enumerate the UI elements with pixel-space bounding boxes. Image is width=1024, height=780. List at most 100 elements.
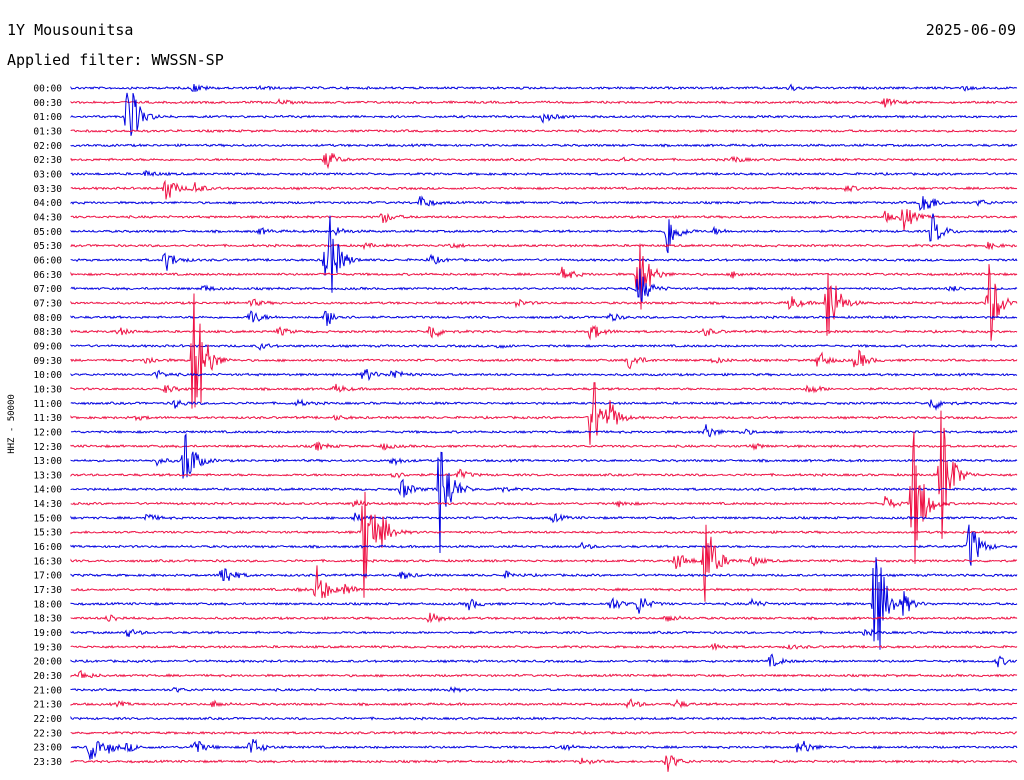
trace-line [70, 213, 1018, 254]
trace-line [70, 565, 1018, 599]
row-label: 00:30 [33, 98, 62, 109]
trace-line [70, 424, 1018, 438]
row-label: 16:00 [33, 542, 62, 553]
trace-line [70, 169, 1018, 178]
row-label: 23:00 [33, 743, 62, 754]
row-label: 11:00 [33, 399, 62, 410]
row-label: 15:00 [33, 513, 62, 524]
trace-line [70, 686, 1018, 694]
row-label: 10:30 [33, 384, 62, 395]
row-label: 23:30 [33, 757, 62, 768]
row-label: 06:00 [33, 255, 62, 266]
trace-line [70, 97, 1018, 108]
row-label: 09:00 [33, 341, 62, 352]
trace-line [70, 410, 1018, 539]
row-label: 09:30 [33, 356, 62, 367]
row-label: 14:00 [33, 485, 62, 496]
trace-line [70, 324, 1018, 341]
row-label: 04:00 [33, 198, 62, 209]
row-label: 02:30 [33, 155, 62, 166]
row-label: 17:00 [33, 571, 62, 582]
trace-line [70, 264, 1018, 341]
row-label: 03:30 [33, 184, 62, 195]
row-label: 08:00 [33, 313, 62, 324]
row-label: 07:00 [33, 284, 62, 295]
row-label: 19:00 [33, 628, 62, 639]
trace-line [70, 730, 1018, 736]
row-label: 20:30 [33, 671, 62, 682]
trace-line [70, 568, 1018, 582]
row-label: 13:00 [33, 456, 62, 467]
trace-line [70, 152, 1018, 170]
trace-line [70, 653, 1018, 668]
trace-line [70, 628, 1018, 638]
row-label: 18:00 [33, 599, 62, 610]
trace-line [70, 383, 1018, 394]
row-label: 05:00 [33, 227, 62, 238]
trace-line [70, 195, 1018, 211]
row-label: 05:30 [33, 241, 62, 252]
row-label: 11:30 [33, 413, 62, 424]
trace-line [70, 92, 1018, 136]
row-label: 16:30 [33, 556, 62, 567]
trace-line [70, 310, 1018, 326]
row-label: 17:30 [33, 585, 62, 596]
trace-line [70, 524, 1018, 602]
trace-line [70, 755, 1018, 772]
row-label: 12:30 [33, 442, 62, 453]
station-title: 1Y Mousounitsa [7, 21, 134, 39]
trace-line [70, 738, 1018, 760]
trace-line [70, 491, 1018, 598]
trace-line [70, 698, 1018, 709]
row-label: 04:30 [33, 212, 62, 223]
row-label: 02:00 [33, 141, 62, 152]
row-label: 01:00 [33, 112, 62, 123]
row-label: 21:00 [33, 685, 62, 696]
row-label: 14:30 [33, 499, 62, 510]
trace-line [70, 243, 1018, 310]
trace-line [70, 128, 1017, 134]
trace-line [70, 524, 1018, 566]
row-label: 15:30 [33, 528, 62, 539]
row-label: 10:00 [33, 370, 62, 381]
row-label: 22:30 [33, 728, 62, 739]
trace-line [70, 143, 1018, 148]
trace-line [70, 669, 1018, 679]
row-label: 13:30 [33, 470, 62, 481]
row-label: 00:00 [33, 84, 62, 95]
row-label: 18:30 [33, 614, 62, 625]
trace-line [70, 83, 1018, 93]
trace-line [70, 433, 1018, 479]
trace-line [70, 557, 1018, 650]
row-label: 20:00 [33, 657, 62, 668]
trace-line [70, 512, 1018, 524]
date-label: 2025-06-09 [925, 21, 1016, 39]
row-label: 21:30 [33, 700, 62, 711]
trace-line [70, 342, 1018, 351]
trace-line [70, 179, 1018, 200]
row-label: 01:30 [33, 126, 62, 137]
trace-line [70, 268, 1018, 303]
trace-line [70, 451, 1018, 554]
trace-line [70, 368, 1018, 382]
filter-label: Applied filter: WWSSN-SP [7, 51, 224, 69]
trace-line [70, 241, 1018, 251]
trace-line [70, 441, 1018, 451]
trace-line [70, 293, 1018, 409]
row-label: 22:00 [33, 714, 62, 725]
row-label: 12:00 [33, 427, 62, 438]
trace-line [70, 382, 1018, 445]
row-label: 03:00 [33, 169, 62, 180]
row-label: 06:30 [33, 270, 62, 281]
row-label: 07:30 [33, 298, 62, 309]
trace-line [70, 643, 1018, 651]
trace-line [70, 715, 1018, 721]
trace-line [70, 398, 1018, 411]
row-label: 19:30 [33, 642, 62, 653]
trace-line [70, 431, 1018, 564]
row-label: 08:30 [33, 327, 62, 338]
trace-line [70, 215, 1018, 293]
trace-line [70, 612, 1018, 624]
trace-line [70, 209, 1018, 231]
